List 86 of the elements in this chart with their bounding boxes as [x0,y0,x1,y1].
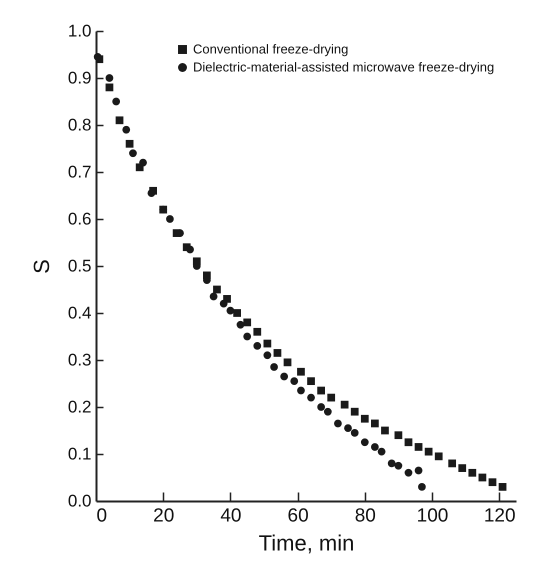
point [307,394,315,402]
y-tick-label: 1.0 [68,22,92,40]
point [243,318,252,326]
x-tick-label: 80 [354,506,376,526]
y-tick-label: 0.3 [68,350,92,370]
y-tick-label: 0.5 [68,256,92,276]
y-tick-label: 0.8 [68,116,92,134]
point [284,358,292,366]
point [243,332,252,340]
point [414,466,422,474]
point [371,443,379,451]
point [129,149,137,158]
point [112,98,120,106]
y-tick-label: 0.0 [68,492,92,510]
point [388,460,396,468]
point [360,414,369,423]
point [448,460,456,468]
point [394,431,402,440]
point [317,403,325,411]
point [468,468,476,477]
y-tick-label: 0.6 [68,210,92,228]
point [233,309,241,317]
point [263,340,272,348]
point [350,408,359,416]
x-axis-title: Time, min [258,530,354,556]
point [334,420,342,428]
point [350,428,359,437]
point [236,320,244,329]
point [106,74,114,82]
point [307,377,315,386]
point [378,448,386,456]
legend-label: Conventional freeze-drying [193,42,348,56]
y-axis-title: S [28,259,54,274]
point [280,372,288,380]
point [213,286,221,294]
point [324,408,332,416]
point [274,349,282,357]
point [360,438,369,446]
point [458,464,466,472]
point [148,189,156,198]
point [381,426,389,434]
point [186,246,194,254]
y-tick-label: 0.9 [68,68,92,88]
x-tick-label: 60 [288,506,309,526]
y-tick-label: 0.2 [68,398,92,416]
x-tick-label: 0 [96,506,108,526]
x-tick-label: 120 [484,506,516,526]
y-tick-label: 0.1 [68,444,92,464]
point [166,215,174,223]
point [126,140,134,148]
point [122,126,130,134]
point [418,483,426,491]
point [317,386,325,394]
point [263,351,272,360]
point [478,474,486,482]
point [270,363,278,371]
point [226,306,234,315]
point [404,438,412,446]
point [106,84,114,92]
point [220,300,228,308]
point [290,377,298,386]
point [327,394,336,402]
point [297,386,305,394]
point [94,52,102,61]
point [488,478,496,486]
point [404,468,412,477]
point [139,158,147,166]
x-tick-label: 100 [416,506,448,526]
y-tick-label: 0.4 [68,304,92,322]
point [371,420,379,428]
x-tick-label: 40 [220,506,242,526]
point [210,292,218,300]
point [344,424,352,432]
point [297,368,305,376]
point [116,116,124,124]
y-tick-label: 0.7 [68,162,92,182]
legend-label: Dielectric-material-assisted microwave freeze-drying [193,60,494,74]
point [394,462,402,470]
point [498,483,506,491]
point [253,342,262,350]
point [253,328,262,336]
point [340,400,349,409]
point [434,452,443,460]
point [424,448,433,456]
x-tick-label: 20 [153,506,174,526]
point [414,443,422,451]
